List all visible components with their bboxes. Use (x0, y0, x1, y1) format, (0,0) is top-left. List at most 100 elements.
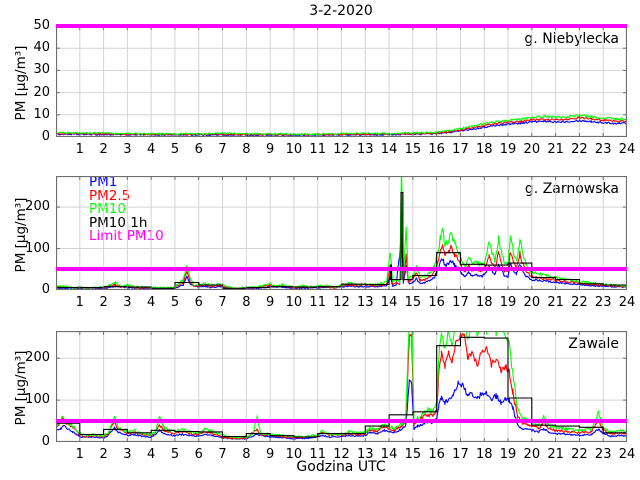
x-tick-label: 22 (571, 447, 588, 462)
chart-title: 3-2-2020 (309, 3, 373, 19)
x-tick-label: 9 (265, 295, 275, 310)
x-tick-label: 8 (242, 142, 251, 157)
x-tick-label: 21 (547, 447, 564, 462)
x-tick-label: 20 (523, 447, 541, 462)
x-tick-label: 7 (218, 295, 227, 310)
x-tick-label: 5 (170, 295, 180, 310)
x-tick-label: 19 (499, 295, 517, 310)
x-tick-label: 8 (242, 447, 251, 462)
x-tick-label: 14 (380, 447, 398, 462)
x-tick-label: 17 (452, 295, 469, 310)
x-tick-label: 1 (75, 142, 84, 157)
plot-border (56, 331, 627, 442)
y-tick-label: 10 (33, 106, 50, 122)
y-tick-label: 30 (33, 62, 50, 78)
x-tick-label: 10 (285, 447, 303, 462)
x-tick-label: 13 (357, 447, 374, 462)
legend-item-limit-pm10: Limit PM10 (89, 228, 164, 244)
x-tick-label: 16 (428, 142, 445, 157)
plot-area-1 (56, 176, 627, 290)
x-tick-label: 9 (265, 447, 275, 462)
x-tick-label: 23 (594, 447, 612, 462)
x-tick-label: 20 (523, 142, 541, 157)
x-tick-label: 18 (475, 142, 493, 157)
x-tick-label: 10 (285, 142, 303, 157)
series-pm2-5 (56, 115, 627, 136)
x-tick-label: 12 (333, 447, 350, 462)
y-tick-label: 0 (41, 282, 50, 297)
x-tick-label: 18 (475, 295, 493, 310)
x-tick-label: 14 (380, 295, 398, 310)
x-tick-label: 3 (123, 142, 132, 157)
x-tick-label: 10 (285, 295, 303, 310)
x-tick-label: 24 (618, 447, 636, 462)
x-tick-label: 2 (99, 295, 108, 310)
x-tick-label: 3 (123, 447, 132, 462)
y-tick-label: 100 (25, 392, 50, 408)
x-tick-label: 22 (571, 142, 588, 157)
y-tick-label: 40 (33, 40, 50, 56)
x-tick-label: 2 (99, 142, 108, 157)
series-pm1 (56, 379, 627, 440)
y-tick-label: 0 (41, 129, 50, 144)
pm10-limit-line (56, 24, 627, 28)
x-tick-label: 12 (333, 295, 350, 310)
x-tick-label: 5 (170, 447, 180, 462)
x-tick-label: 2 (99, 447, 108, 462)
x-tick-label: 15 (404, 142, 422, 157)
x-tick-label: 16 (428, 447, 445, 462)
y-tick-label: 100 (25, 240, 50, 256)
x-tick-label: 21 (547, 295, 564, 310)
station-label-zarnowska: g. Zarnowska (524, 181, 619, 197)
x-tick-label: 24 (618, 142, 636, 157)
x-tick-label: 18 (475, 447, 493, 462)
x-tick-label: 4 (147, 142, 156, 157)
station-label-niebylecka: g. Niebylecka (524, 31, 619, 47)
legend-item-pm10: PM10 (89, 201, 126, 217)
x-tick-label: 15 (404, 295, 422, 310)
legend-item-pm2-5: PM2.5 (89, 187, 131, 204)
series-pm10-1h (56, 192, 627, 289)
y-tick-label: 50 (33, 18, 50, 33)
x-tick-label: 11 (309, 447, 326, 462)
x-tick-label: 13 (357, 295, 374, 310)
pm10-limit-line (56, 267, 627, 272)
x-tick-label: 6 (194, 447, 203, 462)
y-tick-label: 20 (33, 84, 50, 100)
station-label-zawale: Zawale (568, 336, 619, 352)
y-tick-label: 200 (25, 199, 50, 215)
x-tick-label: 14 (380, 142, 398, 157)
x-tick-label: 19 (499, 447, 517, 462)
x-tick-label: 11 (309, 142, 326, 157)
x-tick-label: 6 (194, 295, 203, 310)
x-tick-label: 3 (123, 295, 132, 310)
x-tick-label: 16 (428, 295, 445, 310)
x-tick-label: 11 (309, 295, 326, 310)
x-tick-label: 24 (618, 295, 636, 310)
x-tick-label: 12 (333, 142, 350, 157)
x-tick-label: 1 (75, 447, 84, 462)
x-tick-label: 13 (357, 142, 374, 157)
x-tick-label: 17 (452, 447, 469, 462)
x-tick-label: 23 (594, 142, 612, 157)
x-tick-label: 5 (170, 142, 180, 157)
plot-area-0 (56, 26, 627, 137)
x-axis-label: Godzina UTC (296, 459, 386, 475)
x-tick-label: 9 (265, 142, 275, 157)
x-tick-label: 22 (571, 295, 588, 310)
x-tick-label: 21 (547, 142, 564, 157)
series-pm10-1h (56, 336, 627, 438)
x-tick-label: 17 (452, 142, 469, 157)
x-tick-label: 6 (194, 142, 203, 157)
y-tick-label: 0 (41, 434, 50, 449)
x-tick-label: 19 (499, 142, 517, 157)
x-tick-label: 23 (594, 295, 612, 310)
plot-border (56, 176, 627, 290)
pm10-limit-line (56, 419, 627, 424)
y-tick-label: 200 (25, 350, 50, 366)
x-tick-label: 1 (75, 295, 84, 310)
x-tick-label: 8 (242, 295, 251, 310)
x-tick-label: 7 (218, 447, 227, 462)
x-tick-label: 7 (218, 142, 227, 157)
plot-area-2 (56, 331, 627, 442)
